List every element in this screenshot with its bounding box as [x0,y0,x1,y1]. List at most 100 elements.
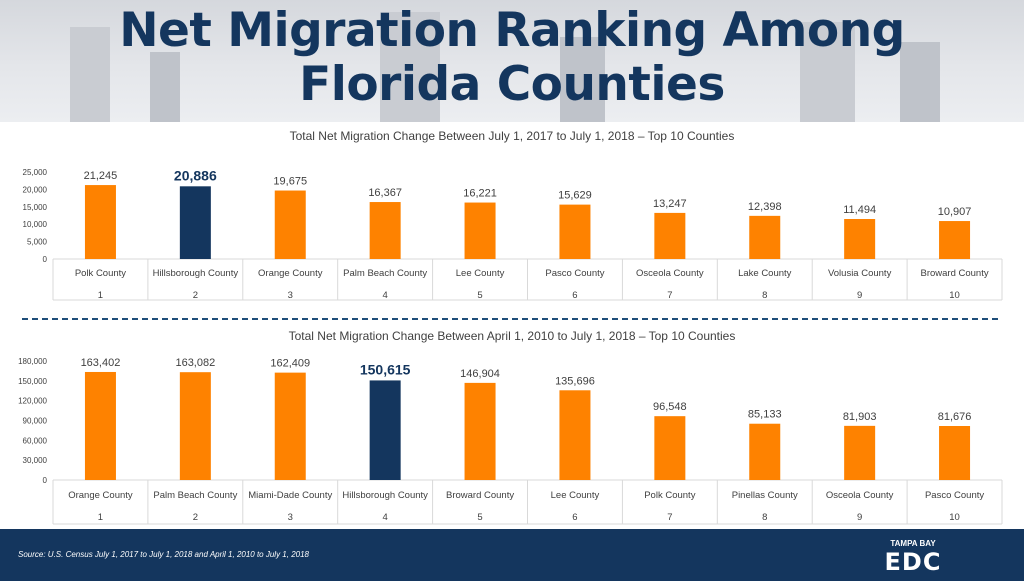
skyline-building [150,52,180,122]
chart2-bar [274,372,306,480]
chart1-rank-label: 7 [667,290,672,301]
chart2-bar [844,425,876,480]
chart1-bar [464,202,496,259]
chart2-ytick-label: 150,000 [18,377,47,386]
chart2-category-label: Osceola County [826,490,894,501]
chart1-rank-label: 3 [288,290,293,301]
chart2-bar [179,372,211,480]
skyline-building [560,37,605,122]
chart2-ytick-label: 30,000 [23,456,48,465]
chart2-category-label: Lee County [551,490,600,501]
chart2-rank-label: 1 [98,512,103,523]
chart1-ytick-label: 25,000 [23,168,48,177]
chart2-bar [749,423,781,480]
skyline-building [70,27,110,122]
chart1-ytick-label: 5,000 [27,238,48,247]
chart1-data-label: 15,629 [558,190,592,202]
skyline-building [380,12,440,122]
logo-tampa-bay-text: TAMPA BAY [890,539,936,548]
page-title-line-2: Florida Counties [299,57,725,112]
chart1-data-label: 11,494 [843,204,876,216]
chart1-category-label: Volusia County [828,268,892,279]
chart1-bar [749,215,781,259]
chart-2010-2018: Total Net Migration Change Between April… [0,320,1024,525]
chart1-category-label: Hillsborough County [153,268,239,279]
chart2-category-label: Pinellas County [732,490,798,501]
chart1-rank-label: 1 [98,290,103,301]
chart1-data-label: 13,247 [653,198,687,210]
chart2-bar [654,416,686,480]
chart2-data-label: 163,402 [81,357,121,369]
chart2-data-label: 85,133 [748,409,782,421]
chart2-bar [84,371,116,480]
chart1-ytick-label: 20,000 [23,185,48,194]
chart1-data-label: 10,907 [938,206,972,218]
chart1-category-label: Lake County [738,268,792,279]
chart1-bar [274,190,306,259]
chart2-bar [559,390,591,480]
chart1-data-label: 12,398 [748,201,782,213]
chart2-ytick-label: 120,000 [18,397,47,406]
chart2-rank-label: 9 [857,512,862,523]
chart2-rank-label: 4 [383,512,388,523]
header-banner: Net Migration Ranking Among Florida Coun… [0,0,1024,122]
chart2-rank-label: 6 [572,512,577,523]
chart2-ytick-label: 0 [43,476,48,485]
footer: Source: U.S. Census July 1, 2017 to July… [0,529,1024,581]
chart2-rank-label: 2 [193,512,198,523]
chart1-category-label: Broward County [920,268,988,279]
chart1-category-label: Polk County [75,268,126,279]
page-title-line-1: Net Migration Ranking Among [119,3,905,58]
chart1-bar [369,202,401,259]
chart-2017-2018-svg: Total Net Migration Change Between July … [23,129,1003,301]
chart1-bar [559,204,591,259]
chart2-data-label: 81,903 [843,411,877,423]
chart1-data-label: 16,221 [463,188,497,200]
chart2-category-label: Miami-Dade County [248,490,332,501]
chart2-ytick-label: 180,000 [18,357,47,366]
chart1-rank-label: 9 [857,290,862,301]
chart2-data-label: 162,409 [270,358,310,370]
chart2-data-label: 135,696 [555,375,595,387]
chart2-rank-label: 5 [477,512,482,523]
chart1-bar [84,185,116,259]
chart2-bar [939,426,971,480]
chart2-category-label: Pasco County [925,490,984,501]
skyline-building [900,42,940,122]
chart1-category-label: Orange County [258,268,323,279]
chart1-data-label: 20,886 [174,167,217,183]
chart2-data-label: 146,904 [460,368,500,380]
chart2-category-label: Broward County [446,490,514,501]
tampa-bay-edc-logo: TAMPA BAY EDC [885,539,941,573]
chart2-ytick-label: 60,000 [23,436,48,445]
chart2-category-label: Orange County [68,490,133,501]
chart2-data-label: 150,615 [360,361,411,377]
skyline-building [800,22,855,122]
chart2-rank-label: 10 [949,512,960,523]
chart1-bar [844,219,876,259]
chart2-rank-label: 8 [762,512,767,523]
chart1-data-label: 16,367 [368,187,402,199]
chart1-rank-label: 4 [383,290,388,301]
chart2-data-label: 163,082 [175,357,215,369]
chart2-title: Total Net Migration Change Between April… [289,329,736,343]
chart1-bar [939,221,971,259]
chart1-ytick-label: 10,000 [23,220,48,229]
chart1-rank-label: 5 [477,290,482,301]
chart2-rank-label: 3 [288,512,293,523]
chart1-bar [179,186,211,259]
chart1-category-label: Palm Beach County [343,268,427,279]
chart1-category-label: Osceola County [636,268,704,279]
chart2-category-label: Hillsborough County [342,490,428,501]
chart1-category-label: Pasco County [545,268,604,279]
chart2-category-label: Polk County [644,490,695,501]
chart1-data-label: 21,245 [84,170,118,182]
chart-2010-2018-svg: Total Net Migration Change Between April… [18,329,1003,525]
section-divider [22,318,998,320]
chart1-rank-label: 6 [572,290,577,301]
chart1-category-label: Lee County [456,268,505,279]
chart1-bar [654,212,686,259]
source-note: Source: U.S. Census July 1, 2017 to July… [18,550,309,559]
chart2-bar [369,380,401,480]
chart-2017-2018: Total Net Migration Change Between July … [0,122,1024,302]
